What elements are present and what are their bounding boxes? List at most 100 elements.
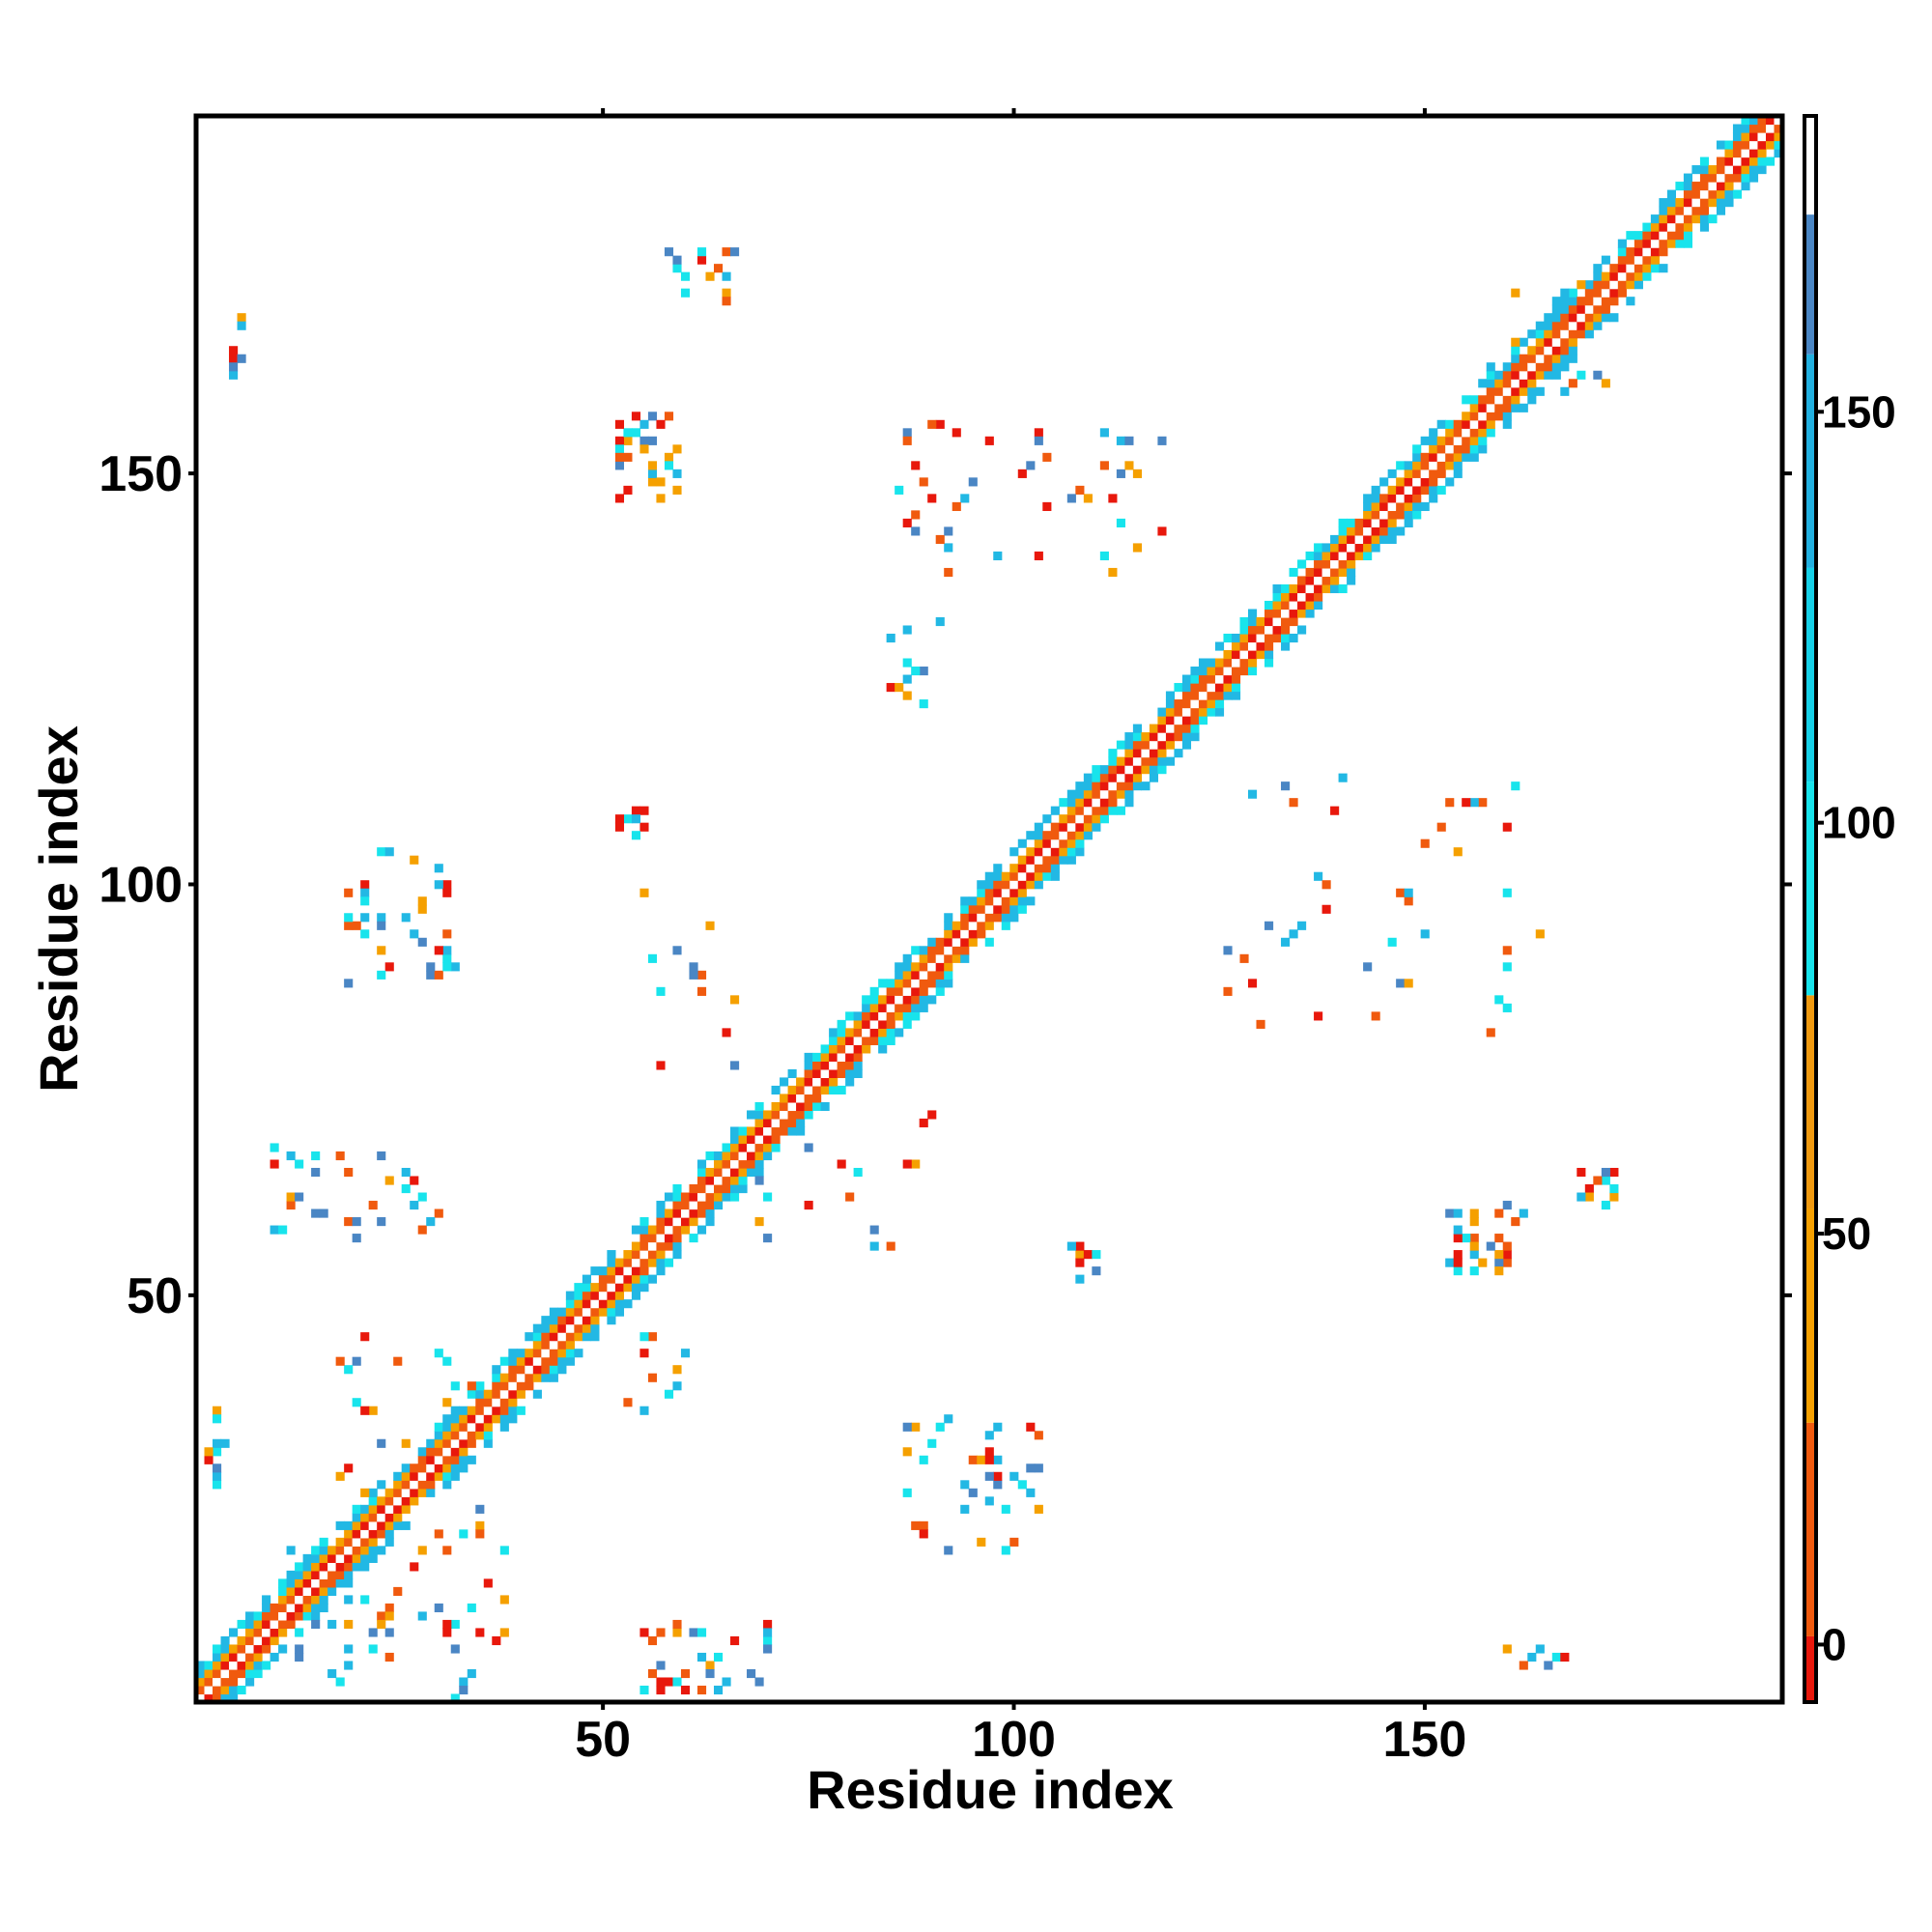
heatmap-cell — [1551, 329, 1561, 339]
heatmap-cell — [1321, 567, 1331, 578]
heatmap-cell — [344, 1217, 354, 1227]
heatmap-cell — [467, 1422, 476, 1432]
heatmap-cell — [1165, 756, 1176, 766]
heatmap-cell — [787, 1126, 797, 1136]
heatmap-cell — [1453, 444, 1463, 454]
heatmap-cell — [952, 501, 961, 511]
heatmap-cell — [1404, 888, 1413, 897]
heatmap-cell — [360, 1562, 370, 1572]
heatmap-cell — [984, 1431, 994, 1440]
heatmap-cell — [1264, 650, 1274, 660]
heatmap-cell — [1108, 749, 1118, 758]
heatmap-cell — [895, 1028, 904, 1037]
heatmap-cell — [590, 1283, 600, 1293]
heatmap-cell — [1774, 140, 1783, 150]
heatmap-cell — [492, 1389, 501, 1399]
heatmap-cell — [295, 1644, 304, 1654]
heatmap-cell — [672, 1381, 682, 1391]
heatmap-cell — [401, 1504, 411, 1514]
heatmap-cell — [1330, 583, 1340, 594]
heatmap-cell — [820, 1085, 830, 1095]
heatmap-cell — [459, 1438, 469, 1448]
heatmap-cell — [623, 1283, 633, 1293]
heatmap-cell — [1708, 189, 1718, 199]
heatmap-cell — [1363, 510, 1373, 520]
heatmap-cell — [532, 1349, 542, 1358]
heatmap-cell — [384, 1529, 394, 1539]
heatmap-cell — [607, 1291, 616, 1300]
heatmap-cell — [713, 1192, 724, 1202]
heatmap-cell — [1050, 864, 1060, 873]
heatmap-cell — [902, 970, 912, 980]
heatmap-cell — [237, 313, 246, 323]
heatmap-cell — [796, 1085, 806, 1095]
heatmap-cell — [270, 1628, 279, 1637]
heatmap-cell — [1108, 567, 1118, 578]
heatmap-cell — [1774, 116, 1783, 126]
heatmap-cell — [911, 986, 921, 996]
heatmap-cell — [360, 929, 370, 939]
heatmap-cell — [1321, 576, 1331, 585]
heatmap-cell — [1535, 1644, 1545, 1654]
heatmap-cell — [1321, 880, 1331, 890]
heatmap-cell — [1716, 165, 1726, 175]
heatmap-cell — [705, 1661, 715, 1670]
heatmap-cell — [1108, 789, 1118, 799]
heatmap-cell — [722, 1167, 731, 1178]
heatmap-cell — [368, 1553, 378, 1563]
heatmap-cell — [1494, 386, 1504, 396]
heatmap-cell — [902, 1019, 912, 1029]
heatmap-cell — [738, 1134, 748, 1145]
heatmap-cell — [829, 1028, 838, 1037]
heatmap-cell — [1436, 436, 1446, 445]
heatmap-cell — [1214, 691, 1225, 700]
heatmap-cell — [1469, 452, 1479, 462]
heatmap-cell — [393, 1513, 403, 1522]
heatmap-cell — [344, 1562, 354, 1572]
heatmap-cell — [639, 1225, 649, 1235]
heatmap-cell — [582, 1316, 591, 1325]
heatmap-cell — [557, 1316, 567, 1325]
heatmap-cell — [902, 986, 912, 996]
heatmap-cell — [869, 1003, 879, 1012]
heatmap-cell — [1231, 650, 1241, 660]
heatmap-cell — [1659, 231, 1668, 241]
heatmap-cell — [1075, 1241, 1085, 1251]
heatmap-cell — [837, 1052, 846, 1062]
heatmap-cell — [360, 896, 370, 906]
heatmap-cell — [1099, 428, 1109, 438]
heatmap-cell — [705, 1151, 715, 1161]
heatmap-cell — [1544, 337, 1553, 347]
heatmap-cell — [960, 921, 970, 930]
heatmap-cell — [1001, 888, 1010, 897]
heatmap-cell — [1683, 239, 1693, 248]
heatmap-cell — [1774, 124, 1783, 133]
heatmap-cell — [689, 962, 698, 972]
heatmap-cell — [1683, 214, 1693, 224]
heatmap-cell — [286, 1586, 296, 1596]
heatmap-cell — [459, 1455, 469, 1464]
heatmap-cell — [1577, 1167, 1586, 1178]
heatmap-cell — [1577, 321, 1586, 330]
heatmap-cell — [1198, 699, 1208, 709]
heatmap-cell — [787, 1110, 797, 1120]
heatmap-cell — [763, 1126, 773, 1136]
heatmap-cell — [377, 1520, 386, 1530]
heatmap-cell — [393, 1488, 403, 1497]
heatmap-cell — [352, 1356, 361, 1366]
heatmap-cell — [1239, 625, 1249, 635]
heatmap-cell — [1347, 551, 1356, 561]
heatmap-cell — [1683, 182, 1693, 191]
heatmap-cell — [442, 946, 452, 955]
heatmap-cell — [352, 1234, 361, 1243]
heatmap-cell — [434, 1447, 443, 1457]
heatmap-cell — [1017, 855, 1027, 865]
heatmap-cell — [705, 1192, 715, 1202]
heatmap-cell — [787, 1094, 797, 1103]
heatmap-cell — [672, 1241, 682, 1251]
heatmap-cell — [829, 1036, 838, 1045]
heatmap-cell — [565, 1323, 575, 1333]
heatmap-cell — [442, 1480, 452, 1490]
heatmap-cell — [344, 1529, 354, 1539]
heatmap-cell — [639, 806, 649, 815]
